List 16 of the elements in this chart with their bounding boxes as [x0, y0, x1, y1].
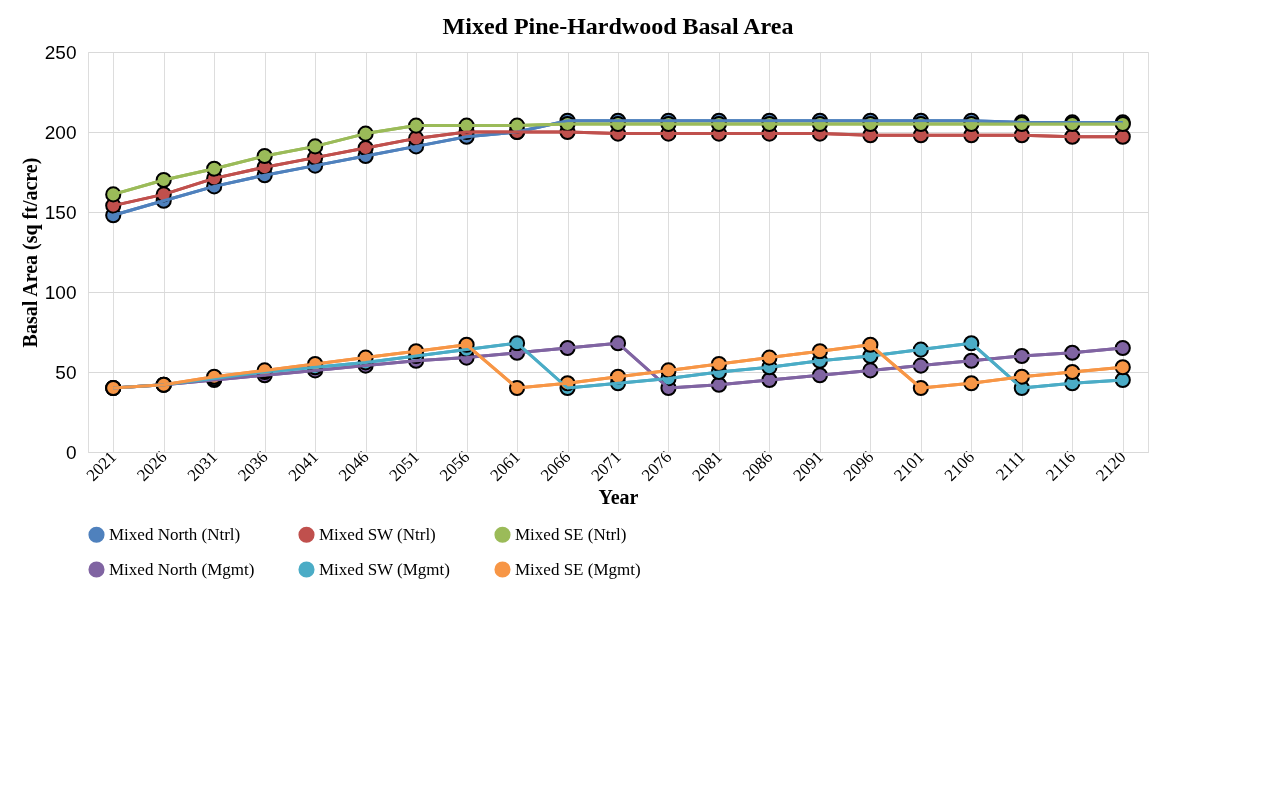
y-tick-label: 150: [44, 201, 77, 223]
legend-label: Mixed North (Mgmt): [109, 559, 255, 579]
y-tick-label: 250: [44, 41, 77, 63]
y-axis-title: Basal Area (sq ft/acre): [18, 157, 42, 348]
chart-title: Mixed Pine-Hardwood Basal Area: [442, 13, 794, 39]
legend-label: Mixed SW (Mgmt): [319, 559, 450, 579]
legend-label: Mixed SE (Mgmt): [515, 559, 641, 579]
x-axis-title: Year: [598, 486, 639, 509]
legend-label: Mixed SE (Ntrl): [515, 524, 627, 544]
y-tick-label: 100: [44, 281, 77, 303]
x-tick-label: 2111: [992, 447, 1029, 485]
y-tick-label: 200: [44, 121, 77, 143]
legend-label: Mixed SW (Ntrl): [319, 524, 436, 544]
y-tick-label: 50: [55, 361, 77, 383]
y-tick-label: 0: [65, 441, 77, 463]
legend-label: Mixed North (Ntrl): [109, 524, 241, 544]
